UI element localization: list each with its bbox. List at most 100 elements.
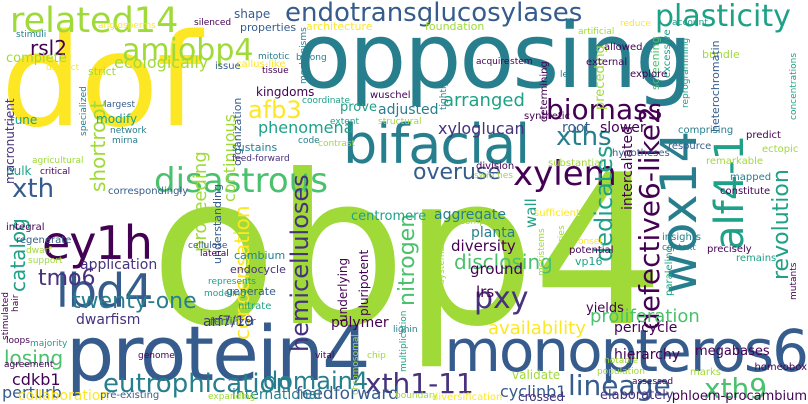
word: hemicelluloses — [286, 174, 314, 352]
word: aggregate — [434, 207, 506, 223]
word: multiplication — [399, 310, 409, 372]
word: explore — [630, 69, 668, 80]
word: phenomena — [258, 118, 354, 137]
word: nitrogen — [395, 213, 420, 306]
word: crossed — [518, 390, 565, 404]
word: pxy — [474, 281, 529, 316]
word: contrast — [318, 139, 356, 149]
word: paraleling — [664, 246, 675, 296]
word: tmo6 — [38, 266, 96, 291]
word: phloem-procambium — [671, 389, 807, 404]
word: endocycle — [230, 263, 286, 276]
word: hair — [11, 294, 21, 312]
word: structural — [378, 117, 422, 127]
word: population — [597, 367, 645, 377]
word: megabases — [695, 344, 770, 359]
word: extent — [330, 117, 360, 127]
word: opposing — [296, 4, 692, 109]
word: integral — [6, 222, 45, 233]
word: wuschel — [370, 90, 411, 101]
word: majority — [30, 339, 68, 349]
word: feedforward — [296, 384, 399, 404]
word: genome — [138, 351, 175, 361]
word: mirna — [112, 136, 139, 146]
word: xth9 — [704, 372, 768, 404]
word: code — [298, 136, 320, 146]
word: polymer — [331, 315, 389, 331]
word: series — [557, 225, 567, 252]
word: switches — [474, 171, 513, 181]
word: afb3 — [248, 96, 302, 124]
word: cambium — [234, 249, 286, 262]
word: remains — [736, 253, 777, 264]
word: bifacial — [343, 113, 530, 176]
word: agreement — [4, 360, 54, 370]
word: loops — [6, 336, 30, 346]
word: pluripotent — [357, 249, 371, 316]
word: ecologically — [114, 53, 209, 72]
word: network — [110, 126, 147, 136]
word: modeling — [204, 289, 246, 299]
word: coordinate — [302, 96, 351, 106]
word: concentrations — [789, 52, 799, 120]
word: amiobp4 — [122, 33, 254, 68]
word: slower — [600, 120, 646, 136]
word: potential — [569, 245, 614, 256]
word: kingdoms — [256, 85, 315, 99]
word: bundle — [702, 48, 740, 61]
word: agricultural — [32, 156, 84, 166]
word: shape — [234, 7, 271, 21]
word: notable — [604, 356, 639, 366]
word: xths — [556, 122, 612, 152]
word: sufficient — [534, 208, 580, 219]
word: xth1-11 — [365, 367, 474, 400]
word: macronutrient — [3, 98, 17, 184]
word: homeobox — [754, 362, 807, 373]
word: meristems — [537, 228, 547, 276]
word: context — [662, 243, 696, 253]
word: led — [560, 70, 574, 80]
word: acquire — [476, 57, 510, 67]
word: remarkable — [706, 156, 764, 167]
word: distinct — [46, 63, 80, 73]
word: bulk — [6, 164, 32, 178]
word: reprogramming — [681, 37, 691, 108]
word: planta — [471, 225, 516, 241]
word: foundation — [425, 20, 485, 33]
word: prove — [340, 100, 377, 115]
word: diversification — [432, 392, 503, 403]
word: disastrous — [154, 161, 328, 201]
word: represents — [208, 277, 256, 287]
word: twenty-one — [72, 289, 197, 314]
word: centromere — [351, 209, 427, 224]
word: specialized — [79, 86, 89, 136]
word: issue — [215, 61, 241, 72]
word: biomass — [546, 93, 663, 126]
word: predict — [746, 130, 781, 141]
word: assessed — [632, 377, 674, 387]
word: proliferation — [590, 306, 700, 327]
word: boundary — [395, 391, 438, 401]
word: lrs — [476, 283, 495, 301]
word: external — [586, 57, 628, 68]
word: yields — [586, 301, 624, 316]
word: rsl2 — [30, 36, 67, 60]
word: hierarchy — [614, 347, 681, 363]
word: application — [80, 257, 158, 273]
word: vp16 — [575, 255, 603, 268]
word: complete — [6, 51, 67, 66]
word: expanding — [208, 392, 256, 402]
word: lateral — [200, 249, 229, 259]
word: dwarfism — [76, 312, 141, 328]
word: collaboration — [18, 388, 110, 404]
word: protein4 — [66, 309, 371, 398]
word: marks — [690, 367, 721, 378]
word: defective6-like2 — [633, 106, 666, 330]
word: account — [672, 18, 708, 28]
word: precisely — [707, 244, 752, 255]
word: heterochromatin — [709, 40, 722, 132]
word: xylem — [513, 154, 617, 194]
word: mitotic — [258, 52, 290, 62]
word: silenced — [194, 18, 232, 28]
